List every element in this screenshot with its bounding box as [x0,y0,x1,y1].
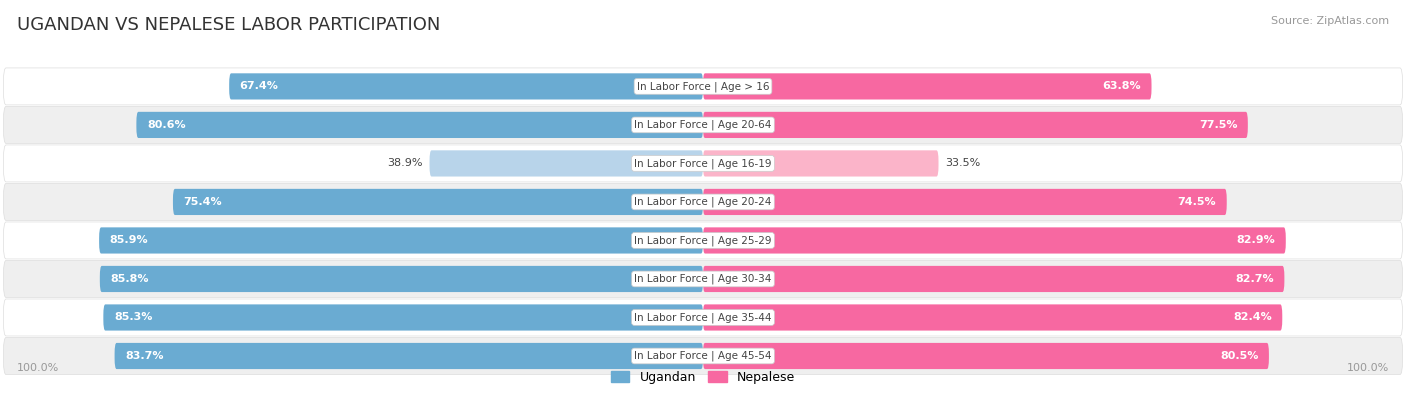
Text: 77.5%: 77.5% [1199,120,1237,130]
FancyBboxPatch shape [3,68,1403,105]
FancyBboxPatch shape [104,305,703,331]
Text: 80.5%: 80.5% [1220,351,1258,361]
Text: 83.7%: 83.7% [125,351,163,361]
FancyBboxPatch shape [3,260,1403,297]
FancyBboxPatch shape [229,73,703,100]
Text: UGANDAN VS NEPALESE LABOR PARTICIPATION: UGANDAN VS NEPALESE LABOR PARTICIPATION [17,16,440,34]
FancyBboxPatch shape [114,343,703,369]
Text: In Labor Force | Age 20-24: In Labor Force | Age 20-24 [634,197,772,207]
Text: 74.5%: 74.5% [1178,197,1216,207]
FancyBboxPatch shape [3,106,1403,143]
Text: 100.0%: 100.0% [1347,363,1389,373]
Text: In Labor Force | Age 16-19: In Labor Force | Age 16-19 [634,158,772,169]
FancyBboxPatch shape [173,189,703,215]
Text: In Labor Force | Age > 16: In Labor Force | Age > 16 [637,81,769,92]
FancyBboxPatch shape [3,145,1403,182]
FancyBboxPatch shape [3,222,1403,259]
Text: 82.7%: 82.7% [1236,274,1274,284]
FancyBboxPatch shape [703,150,939,177]
FancyBboxPatch shape [3,337,1403,374]
FancyBboxPatch shape [136,112,703,138]
FancyBboxPatch shape [100,266,703,292]
Text: 85.8%: 85.8% [111,274,149,284]
Text: In Labor Force | Age 45-54: In Labor Force | Age 45-54 [634,351,772,361]
FancyBboxPatch shape [703,305,1282,331]
Text: Source: ZipAtlas.com: Source: ZipAtlas.com [1271,16,1389,26]
Text: In Labor Force | Age 25-29: In Labor Force | Age 25-29 [634,235,772,246]
FancyBboxPatch shape [703,343,1268,369]
Text: 63.8%: 63.8% [1102,81,1142,91]
FancyBboxPatch shape [703,73,1152,100]
Text: In Labor Force | Age 20-64: In Labor Force | Age 20-64 [634,120,772,130]
Text: 80.6%: 80.6% [148,120,186,130]
Text: 33.5%: 33.5% [946,158,981,168]
Text: In Labor Force | Age 35-44: In Labor Force | Age 35-44 [634,312,772,323]
FancyBboxPatch shape [3,183,1403,220]
FancyBboxPatch shape [703,112,1249,138]
FancyBboxPatch shape [430,150,703,177]
FancyBboxPatch shape [703,266,1285,292]
Text: 100.0%: 100.0% [17,363,59,373]
Text: 38.9%: 38.9% [387,158,423,168]
Text: 67.4%: 67.4% [239,81,278,91]
FancyBboxPatch shape [3,299,1403,336]
Legend: Ugandan, Nepalese: Ugandan, Nepalese [606,366,800,389]
Text: In Labor Force | Age 30-34: In Labor Force | Age 30-34 [634,274,772,284]
Text: 82.9%: 82.9% [1236,235,1275,245]
Text: 85.3%: 85.3% [114,312,152,322]
FancyBboxPatch shape [98,228,703,254]
FancyBboxPatch shape [703,228,1286,254]
Text: 75.4%: 75.4% [183,197,222,207]
FancyBboxPatch shape [703,189,1227,215]
Text: 85.9%: 85.9% [110,235,148,245]
Text: 82.4%: 82.4% [1233,312,1272,322]
